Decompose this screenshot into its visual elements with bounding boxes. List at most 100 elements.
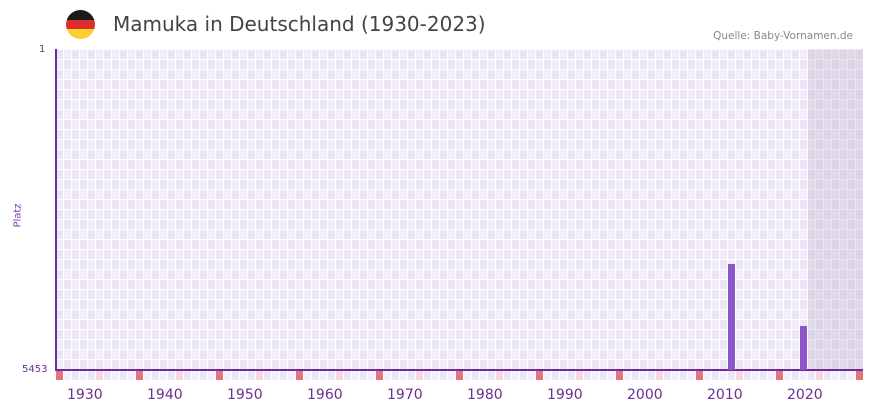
year-marker	[208, 371, 215, 380]
year-marker	[312, 371, 319, 380]
year-marker	[232, 371, 239, 380]
y-axis	[55, 49, 57, 371]
year-marker	[808, 371, 815, 380]
year-marker	[160, 371, 167, 380]
decade-marker	[616, 371, 623, 380]
year-marker	[848, 371, 855, 380]
year-marker	[320, 371, 327, 380]
year-marker	[344, 371, 351, 380]
year-marker	[648, 371, 655, 380]
year-marker	[720, 371, 727, 380]
year-marker	[272, 371, 279, 380]
decade-marker	[696, 371, 703, 380]
year-marker	[728, 371, 735, 380]
year-marker	[112, 371, 119, 380]
x-tick-2010: 2010	[707, 387, 743, 403]
year-marker	[640, 371, 647, 380]
bar-2021[interactable]	[800, 325, 807, 370]
x-tick-1980: 1980	[467, 387, 503, 403]
plot-area	[56, 49, 863, 370]
year-marker	[248, 371, 255, 380]
year-marker	[392, 371, 399, 380]
mid-decade-marker	[576, 371, 583, 380]
year-marker	[88, 371, 95, 380]
year-marker	[680, 371, 687, 380]
y-tick-top: 1	[39, 44, 46, 55]
mid-decade-marker	[256, 371, 263, 380]
year-marker	[192, 371, 199, 380]
y-tick-bottom: 5453	[22, 364, 48, 375]
x-tick-1990: 1990	[547, 387, 583, 403]
decade-marker	[456, 371, 463, 380]
germany-flag-icon	[66, 10, 95, 39]
year-marker	[360, 371, 367, 380]
year-marker	[688, 371, 695, 380]
year-marker	[280, 371, 287, 380]
decade-marker	[56, 371, 63, 380]
year-marker	[712, 371, 719, 380]
year-marker	[760, 371, 767, 380]
year-marker	[552, 371, 559, 380]
mid-decade-marker	[816, 371, 823, 380]
year-marker	[704, 371, 711, 380]
year-marker	[424, 371, 431, 380]
year-marker	[584, 371, 591, 380]
x-tick-2020: 2020	[787, 387, 823, 403]
year-marker	[168, 371, 175, 380]
decade-marker	[216, 371, 223, 380]
mid-decade-marker	[416, 371, 423, 380]
year-marker	[800, 371, 807, 380]
source-label: Quelle: Baby-Vornamen.de	[713, 30, 853, 42]
year-marker	[624, 371, 631, 380]
decade-marker	[536, 371, 543, 380]
chart-title: Mamuka in Deutschland (1930-2023)	[113, 12, 486, 36]
year-marker	[400, 371, 407, 380]
x-tick-2000: 2000	[627, 387, 663, 403]
year-marker	[600, 371, 607, 380]
bar-2012[interactable]	[728, 263, 735, 370]
year-marker	[104, 371, 111, 380]
year-marker	[472, 371, 479, 380]
year-marker	[544, 371, 551, 380]
year-marker	[304, 371, 311, 380]
year-marker	[264, 371, 271, 380]
year-marker	[488, 371, 495, 380]
x-tick-1960: 1960	[307, 387, 343, 403]
future-shading	[808, 49, 863, 370]
decade-marker	[136, 371, 143, 380]
year-marker	[184, 371, 191, 380]
x-tick-1930: 1930	[67, 387, 103, 403]
year-marker	[560, 371, 567, 380]
year-marker	[80, 371, 87, 380]
mid-decade-marker	[656, 371, 663, 380]
year-marker	[768, 371, 775, 380]
year-marker	[440, 371, 447, 380]
year-marker	[832, 371, 839, 380]
year-marker	[568, 371, 575, 380]
year-marker	[744, 371, 751, 380]
x-axis	[55, 369, 863, 371]
year-marker	[408, 371, 415, 380]
year-marker	[200, 371, 207, 380]
year-marker	[504, 371, 511, 380]
x-tick-1940: 1940	[147, 387, 183, 403]
year-marker	[224, 371, 231, 380]
decade-marker	[776, 371, 783, 380]
year-marker	[384, 371, 391, 380]
year-marker	[144, 371, 151, 380]
decade-marker	[296, 371, 303, 380]
year-marker	[528, 371, 535, 380]
year-marker	[288, 371, 295, 380]
year-marker	[464, 371, 471, 380]
year-marker	[608, 371, 615, 380]
year-marker	[240, 371, 247, 380]
year-marker	[840, 371, 847, 380]
mid-decade-marker	[336, 371, 343, 380]
mid-decade-marker	[96, 371, 103, 380]
year-marker	[592, 371, 599, 380]
mid-decade-marker	[496, 371, 503, 380]
decade-marker	[856, 371, 863, 380]
year-marker	[64, 371, 71, 380]
x-tick-1950: 1950	[227, 387, 263, 403]
year-marker	[72, 371, 79, 380]
